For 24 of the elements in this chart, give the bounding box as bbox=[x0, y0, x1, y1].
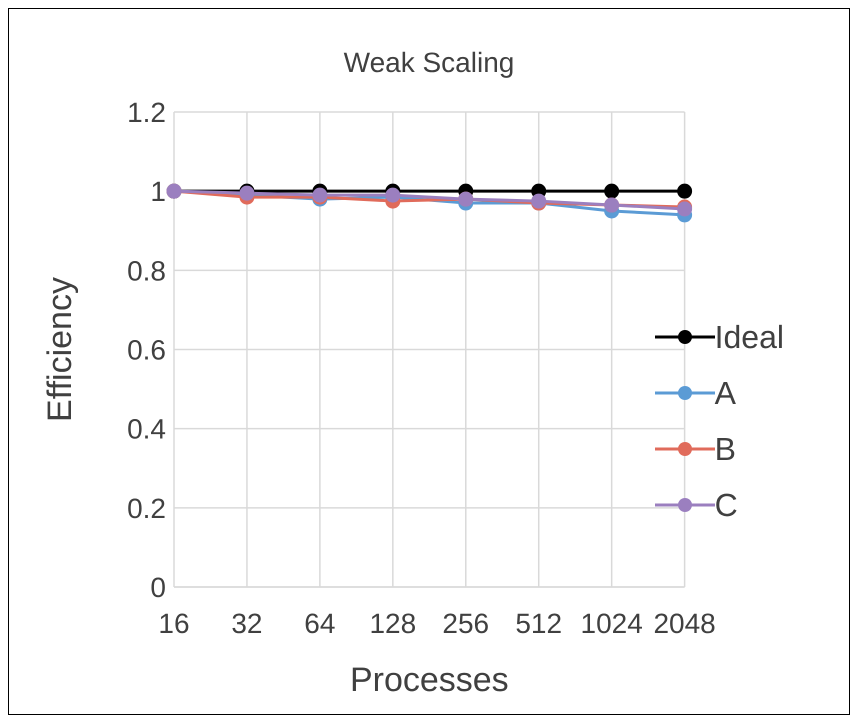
x-tick-label: 32 bbox=[231, 608, 263, 639]
y-tick-label: 0.4 bbox=[127, 414, 166, 445]
legend-label: B bbox=[714, 430, 736, 468]
point bbox=[604, 184, 620, 199]
y-tick-label: 1.2 bbox=[127, 96, 166, 128]
legend-label: Ideal bbox=[714, 318, 784, 356]
x-axis-title: Processes bbox=[350, 661, 509, 699]
legend-label: C bbox=[714, 486, 738, 524]
x-tick-label: 64 bbox=[304, 608, 336, 639]
y-tick-label: 0.6 bbox=[127, 334, 166, 366]
y-tick-label: 1 bbox=[150, 176, 166, 208]
chart-title: Weak Scaling bbox=[342, 47, 516, 79]
y-tick-label: 0.8 bbox=[127, 255, 166, 286]
x-tick-label: 128 bbox=[369, 608, 416, 639]
x-tick-label: 2048 bbox=[653, 608, 716, 639]
x-tick-label: 16 bbox=[158, 608, 190, 639]
point bbox=[677, 184, 692, 199]
x-tick-label: 256 bbox=[442, 608, 490, 639]
x-tick-label: 512 bbox=[515, 608, 562, 639]
y-tick-label: 0.2 bbox=[127, 492, 166, 524]
x-tick-label: 1024 bbox=[580, 608, 643, 639]
y-tick-label: 0 bbox=[150, 572, 166, 603]
y-axis-title: Efficiency bbox=[41, 277, 80, 422]
legend-label: A bbox=[714, 374, 736, 412]
